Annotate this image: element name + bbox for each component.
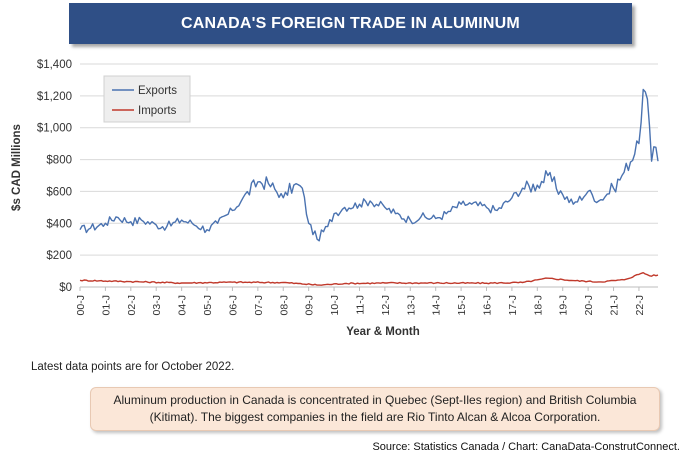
y-tick-label: $1,000: [37, 123, 72, 135]
x-tick-label: 14-J: [431, 295, 443, 315]
y-tick-label: $600: [46, 186, 72, 198]
x-tick-label: 13-J: [405, 295, 417, 315]
callout-text: Aluminum production in Canada is concent…: [113, 393, 637, 424]
info-callout: Aluminum production in Canada is concent…: [90, 387, 660, 431]
y-tick-label: $0: [59, 282, 72, 294]
x-tick-label: 07-J: [253, 295, 265, 315]
x-tick-label: 03-J: [151, 295, 163, 315]
x-tick-label: 21-J: [609, 295, 621, 315]
x-tick-label: 02-J: [126, 295, 138, 315]
x-tick-label: 00-J: [75, 295, 87, 315]
chart-title: CANADA'S FOREIGN TRADE IN ALUMINUM: [181, 14, 520, 32]
x-tick-label: 08-J: [278, 295, 290, 315]
y-tick-label: $1,200: [37, 91, 72, 103]
x-tick-label: 12-J: [380, 295, 392, 315]
x-tick-label: 10-J: [329, 295, 341, 315]
x-tick-label: 19-J: [558, 295, 570, 315]
chart-title-banner: CANADA'S FOREIGN TRADE IN ALUMINUM: [69, 3, 632, 44]
x-tick-label: 20-J: [583, 295, 595, 315]
y-tick-label: $200: [46, 250, 72, 262]
x-tick-label: 18-J: [532, 295, 544, 315]
x-axis-title: Year & Month: [346, 326, 419, 338]
y-tick-label: $800: [46, 155, 72, 167]
x-tick-label: 22-J: [634, 295, 646, 315]
x-tick-label: 06-J: [227, 295, 239, 315]
source-credit: Source: Statistics Canada / Chart: CanaD…: [372, 441, 680, 453]
series-line-imports: [79, 272, 659, 286]
legend-box: [103, 75, 191, 123]
x-tick-label: 11-J: [354, 295, 366, 315]
latest-data-note: Latest data points are for October 2022.: [31, 361, 235, 373]
x-tick-label: 15-J: [456, 295, 468, 315]
y-tick-label: $1,400: [37, 59, 72, 71]
x-tick-label: 05-J: [202, 295, 214, 315]
y-tick-label: $400: [46, 218, 72, 230]
x-tick-label: 04-J: [177, 295, 189, 315]
y-axis-title: $s CAD Millions: [11, 124, 23, 211]
legend-label-imports: Imports: [138, 105, 177, 117]
legend-label-exports: Exports: [138, 85, 177, 97]
line-chart: $0 $200 $400 $600 $800 $1,000 $1,200 $1,400 00-J…: [11, 59, 659, 338]
x-tick-label: 01-J: [100, 295, 112, 315]
x-tick-label: 17-J: [507, 295, 519, 315]
x-tick-label: 09-J: [304, 295, 316, 315]
series-line-exports: [79, 88, 659, 242]
x-tick-label: 16-J: [482, 295, 494, 315]
